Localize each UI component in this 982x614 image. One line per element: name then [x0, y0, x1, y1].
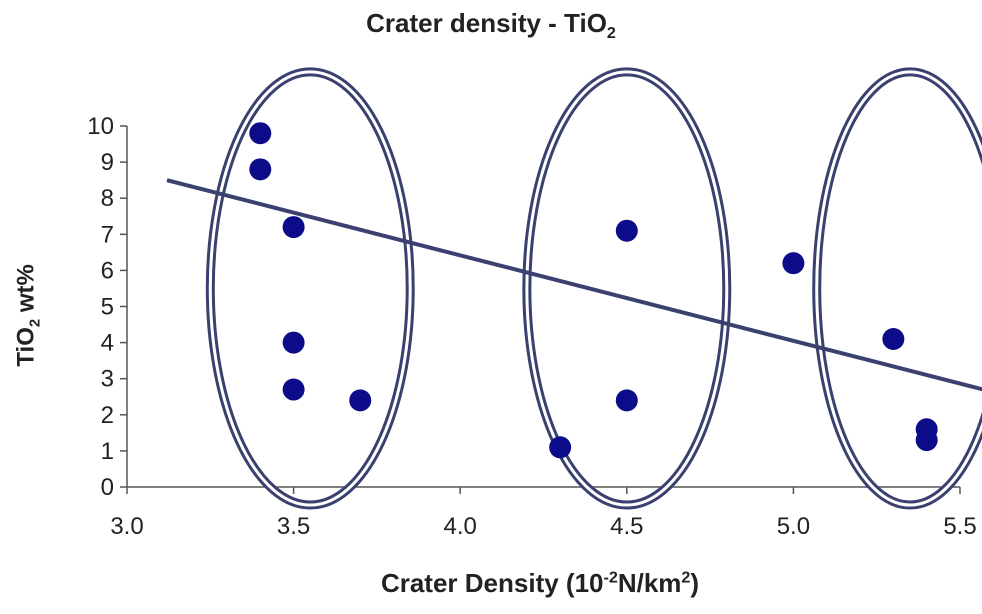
data-point	[615, 389, 638, 412]
data-point	[349, 389, 372, 412]
x-tick-label: 4.0	[444, 513, 477, 540]
x-tick-label: 4.5	[610, 513, 643, 540]
chart-title: Crater density - TiO2	[366, 8, 616, 43]
group-ellipse-3	[812, 67, 982, 510]
data-point	[615, 219, 638, 242]
y-tick-label: 1	[101, 438, 114, 465]
data-point	[282, 216, 305, 239]
group-ellipse-inner-3	[815, 70, 982, 507]
data-point	[282, 331, 305, 354]
y-tick-label: 3	[101, 366, 114, 393]
x-tick-label: 5.5	[943, 513, 976, 540]
y-tick-label: 7	[101, 221, 114, 248]
data-point	[249, 158, 272, 181]
x-axis-label: Crater Density (10-2N/km2)	[380, 568, 700, 598]
y-axis-label: TiO2 wt%	[12, 264, 44, 367]
data-point	[249, 122, 272, 145]
x-tick-label: 3.0	[110, 513, 143, 540]
y-tick-label: 5	[101, 294, 114, 321]
trend-line	[166, 178, 982, 392]
data-point	[915, 429, 938, 452]
x-tick-label: 3.5	[277, 513, 310, 540]
y-tick-label: 10	[87, 113, 114, 140]
data-point	[782, 252, 805, 275]
group-ellipse-inner-2	[525, 70, 729, 507]
y-tick-label: 9	[101, 149, 114, 176]
data-point	[549, 436, 572, 459]
data-point	[282, 378, 305, 401]
y-tick-label: 4	[101, 330, 114, 357]
y-tick-label: 2	[101, 402, 114, 429]
y-tick-label: 0	[101, 474, 114, 501]
data-point	[882, 327, 905, 350]
y-tick-label: 8	[101, 185, 114, 212]
x-tick-label: 5.0	[777, 513, 810, 540]
y-tick-label: 6	[101, 257, 114, 284]
group-ellipse-inner-1	[208, 70, 412, 507]
